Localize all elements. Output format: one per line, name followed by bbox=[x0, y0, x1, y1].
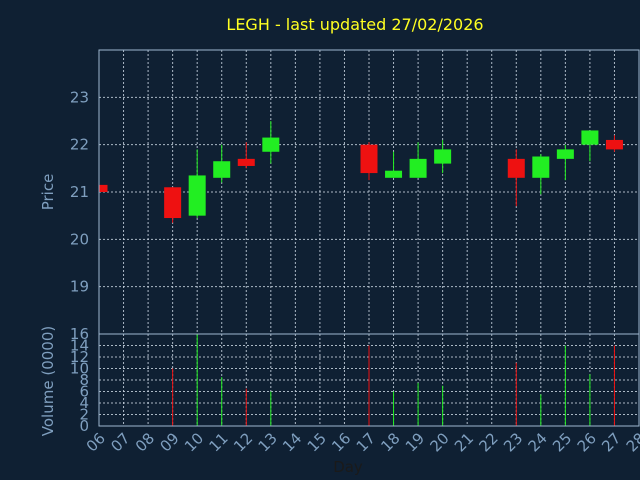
volume-tick-label: 12 bbox=[70, 348, 89, 366]
price-tick-label: 20 bbox=[70, 230, 89, 248]
x-tick-label: 14 bbox=[279, 429, 305, 455]
x-tick-label: 07 bbox=[107, 429, 133, 455]
candle-body bbox=[385, 170, 403, 178]
price-axis-label: Price bbox=[39, 174, 57, 211]
x-tick-label: 22 bbox=[476, 429, 502, 455]
candle-body bbox=[605, 139, 623, 150]
x-tick-label: 11 bbox=[206, 429, 232, 455]
candle-body bbox=[237, 158, 255, 166]
x-tick-label: 16 bbox=[328, 429, 354, 455]
x-tick-label: 23 bbox=[500, 429, 526, 455]
price-tick-label: 22 bbox=[70, 136, 89, 154]
candle-body bbox=[360, 144, 378, 174]
x-tick-label: 26 bbox=[574, 429, 600, 455]
x-tick-label: 27 bbox=[598, 429, 624, 455]
x-tick-label: 10 bbox=[181, 429, 207, 455]
x-tick-label: 17 bbox=[353, 429, 379, 455]
price-tick-label: 19 bbox=[70, 278, 89, 296]
volume-tick-label: 2 bbox=[79, 406, 89, 424]
candle-body bbox=[507, 158, 525, 178]
x-tick-label: 08 bbox=[132, 429, 158, 455]
volume-panel-frame bbox=[98, 333, 640, 427]
x-tick-label: 28 bbox=[623, 429, 640, 455]
x-tick-label: 15 bbox=[304, 429, 330, 455]
x-axis-label: Day bbox=[333, 458, 363, 476]
x-tick-label: 18 bbox=[377, 429, 403, 455]
x-tick-label: 25 bbox=[549, 429, 575, 455]
volume-axis-label: Volume (0000) bbox=[39, 326, 57, 436]
x-tick-label: 20 bbox=[426, 429, 452, 455]
volume-tick-label: 6 bbox=[79, 383, 89, 401]
volume-tick-label: 16 bbox=[70, 325, 89, 343]
candle-body bbox=[434, 149, 452, 164]
volume-tick-label: 4 bbox=[79, 394, 89, 412]
x-tick-labels: 0607080910111213141516171819202122232425… bbox=[83, 429, 640, 455]
candle-body bbox=[409, 158, 427, 178]
x-tick-label: 24 bbox=[525, 429, 551, 455]
x-tick-label: 09 bbox=[156, 429, 182, 455]
volume-tick-label: 14 bbox=[70, 337, 89, 355]
x-tick-label: 12 bbox=[230, 429, 256, 455]
price-tick-labels: 19 20 21 22 23 bbox=[70, 88, 89, 295]
candle-body bbox=[188, 175, 206, 216]
price-tick-label: 21 bbox=[70, 183, 89, 201]
candle-body bbox=[262, 137, 280, 152]
candle-body bbox=[164, 187, 182, 219]
price-tick-label: 23 bbox=[70, 88, 89, 106]
chart-title: LEGH - last updated 27/02/2026 bbox=[226, 15, 483, 34]
candle-body bbox=[213, 161, 231, 178]
volume-tick-label: 10 bbox=[70, 360, 89, 378]
volume-tick-label: 8 bbox=[79, 371, 89, 389]
x-tick-label: 13 bbox=[255, 429, 281, 455]
candle-body bbox=[556, 149, 574, 159]
candle-body bbox=[532, 156, 550, 178]
candle-body bbox=[99, 184, 108, 192]
x-tick-label: 19 bbox=[402, 429, 428, 455]
volume-layer bbox=[172, 334, 615, 426]
candle-layer bbox=[98, 121, 623, 223]
x-tick-label: 21 bbox=[451, 429, 477, 455]
volume-tick-label: 0 bbox=[79, 417, 89, 435]
candle-body bbox=[581, 130, 599, 145]
